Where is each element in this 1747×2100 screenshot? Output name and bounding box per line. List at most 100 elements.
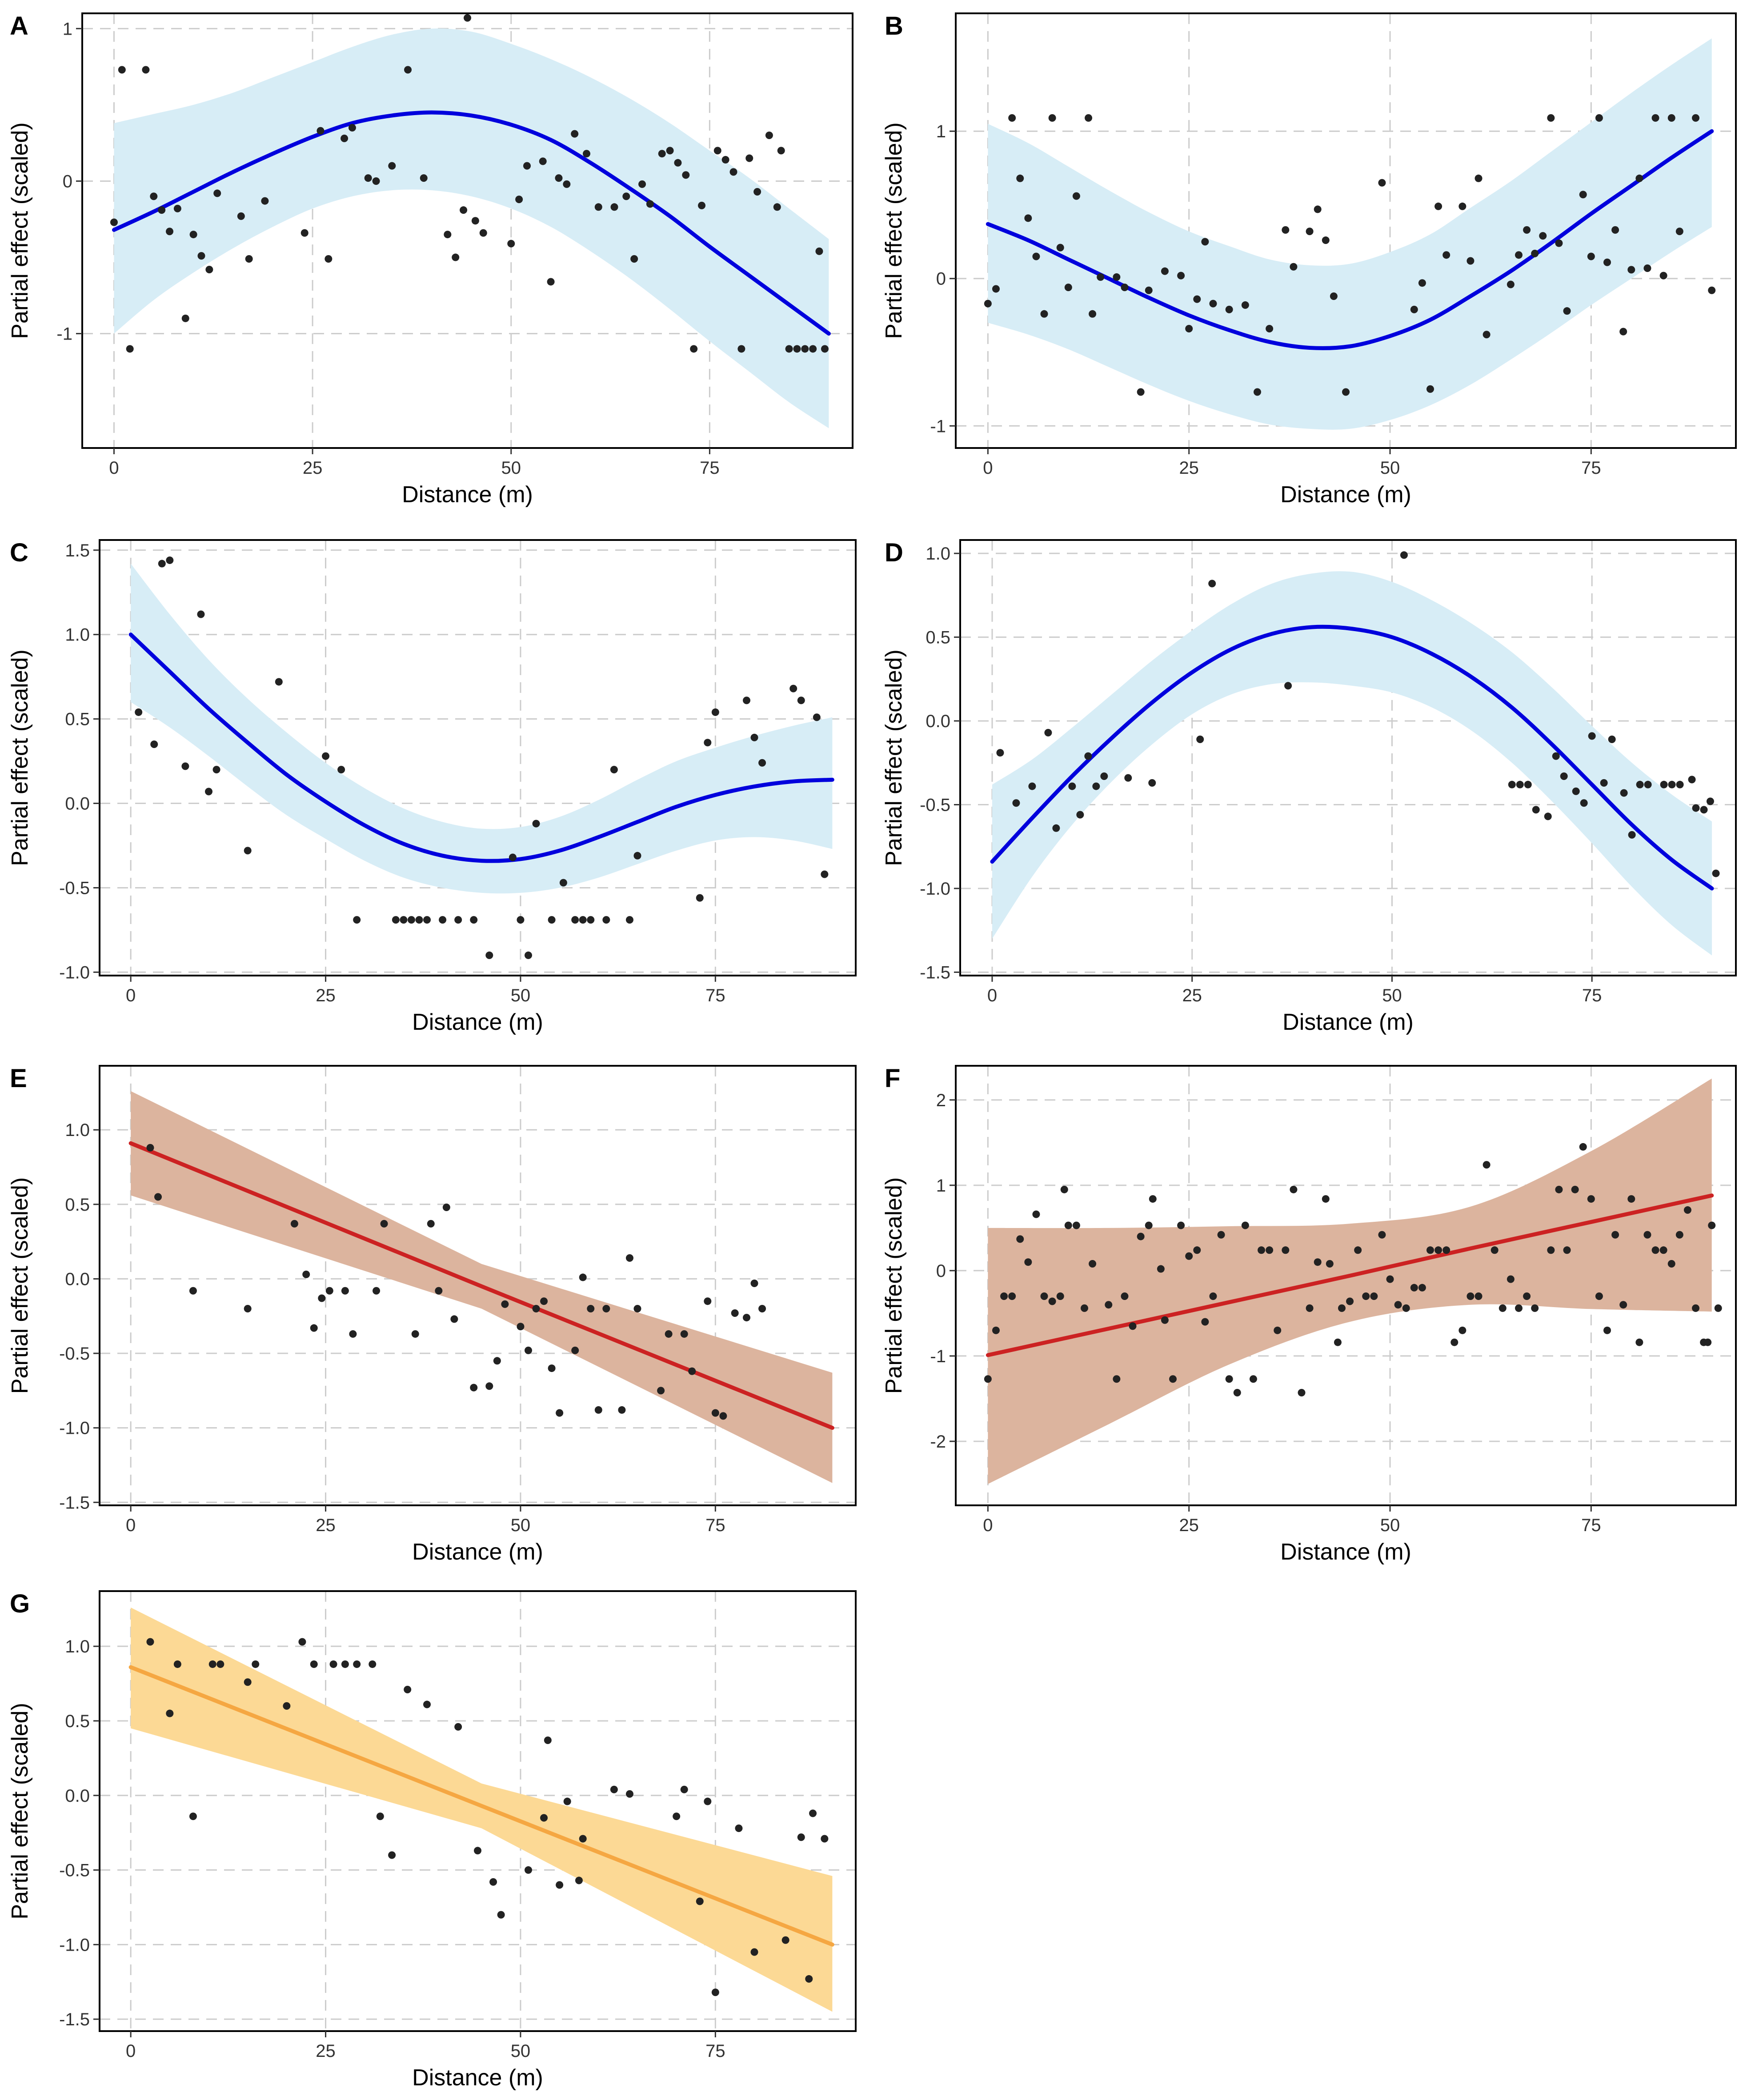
x-tick-label: 0 bbox=[987, 986, 997, 1005]
data-point bbox=[618, 1406, 626, 1414]
data-point bbox=[753, 188, 761, 196]
y-tick-label: 1 bbox=[936, 1176, 946, 1196]
data-point bbox=[1193, 295, 1201, 303]
y-axis-title: Partial effect (scaled) bbox=[7, 649, 33, 866]
data-point bbox=[1068, 782, 1076, 790]
data-point bbox=[1587, 1195, 1595, 1203]
data-point bbox=[1282, 226, 1290, 234]
fitted-line bbox=[986, 129, 1714, 350]
data-point bbox=[579, 1273, 587, 1281]
data-point bbox=[1201, 238, 1209, 246]
data-point bbox=[1342, 388, 1350, 396]
data-point bbox=[1667, 114, 1675, 122]
data-point bbox=[146, 1638, 154, 1646]
data-point bbox=[1651, 114, 1659, 122]
data-point bbox=[1209, 300, 1217, 308]
data-point bbox=[208, 1660, 216, 1668]
data-point bbox=[777, 147, 785, 155]
data-point bbox=[680, 1330, 688, 1338]
data-point bbox=[150, 192, 158, 200]
data-point bbox=[625, 916, 633, 924]
data-point bbox=[556, 1881, 564, 1889]
data-point bbox=[110, 218, 118, 226]
data-point bbox=[801, 345, 809, 353]
confidence-band bbox=[992, 571, 1712, 956]
data-point bbox=[173, 1660, 181, 1668]
data-point bbox=[992, 1326, 1000, 1334]
data-point bbox=[400, 916, 408, 924]
data-point bbox=[638, 180, 646, 188]
data-point bbox=[1249, 1375, 1257, 1383]
y-tick-label: -2 bbox=[930, 1432, 946, 1452]
data-point bbox=[1483, 1161, 1491, 1169]
data-point bbox=[1092, 782, 1100, 790]
data-point bbox=[1386, 1275, 1394, 1283]
data-point bbox=[1084, 752, 1092, 760]
data-point bbox=[1643, 1231, 1651, 1239]
data-point bbox=[1089, 1260, 1097, 1268]
x-tick-label: 75 bbox=[705, 2041, 725, 2061]
data-point bbox=[364, 174, 372, 182]
data-point bbox=[1274, 1326, 1282, 1334]
data-point bbox=[1704, 1338, 1712, 1346]
confidence-band bbox=[988, 1078, 1712, 1484]
panel-label: A bbox=[10, 12, 28, 40]
data-point bbox=[711, 1409, 719, 1417]
panel-label: G bbox=[10, 1589, 30, 1618]
confidence-band bbox=[131, 1607, 833, 2012]
data-point bbox=[1450, 1338, 1459, 1346]
data-point bbox=[237, 212, 245, 220]
data-point bbox=[750, 733, 758, 741]
data-point bbox=[1608, 736, 1616, 744]
data-point bbox=[1555, 1185, 1563, 1193]
data-point bbox=[388, 162, 396, 170]
data-point bbox=[821, 1835, 829, 1843]
data-point bbox=[1064, 1221, 1072, 1229]
data-point bbox=[984, 300, 992, 308]
data-point bbox=[731, 1309, 739, 1317]
data-point bbox=[1177, 1221, 1185, 1229]
x-tick-label: 75 bbox=[1581, 1516, 1601, 1535]
data-point bbox=[216, 1660, 224, 1668]
y-tick-label: 1 bbox=[63, 19, 72, 39]
data-point bbox=[690, 345, 698, 353]
confidence-band bbox=[114, 28, 829, 428]
data-point bbox=[1635, 1338, 1643, 1346]
data-point bbox=[1580, 799, 1588, 807]
data-point bbox=[298, 1638, 306, 1646]
data-point bbox=[1241, 1221, 1249, 1229]
data-point bbox=[1241, 301, 1249, 309]
data-point bbox=[325, 255, 333, 263]
data-point bbox=[1028, 782, 1036, 790]
y-tick-label: -0.5 bbox=[59, 1861, 90, 1880]
data-point bbox=[373, 1287, 381, 1295]
y-tick-label: 0.5 bbox=[926, 628, 950, 648]
data-point bbox=[524, 1866, 532, 1874]
data-point bbox=[349, 1330, 357, 1338]
data-point bbox=[166, 1709, 174, 1717]
data-point bbox=[479, 229, 487, 237]
data-point bbox=[411, 1330, 419, 1338]
data-point bbox=[322, 752, 330, 760]
y-tick-label: 0 bbox=[63, 172, 72, 191]
data-point bbox=[1016, 174, 1024, 182]
data-point bbox=[696, 1897, 704, 1905]
x-tick-label: 75 bbox=[700, 458, 720, 478]
data-point bbox=[474, 1847, 481, 1855]
data-point bbox=[674, 159, 682, 167]
data-point bbox=[1418, 279, 1426, 287]
panel-e: 0 25 50 75 -1.5 -1.0 -0.5 0.0 0.5 1.0 Distance (m)… bbox=[7, 1064, 857, 1565]
plot-frame bbox=[959, 539, 1737, 976]
data-point bbox=[524, 1346, 532, 1354]
data-point bbox=[698, 201, 706, 209]
data-point bbox=[337, 766, 345, 774]
data-point bbox=[625, 1254, 633, 1262]
data-point bbox=[1161, 1316, 1169, 1324]
data-point bbox=[587, 1304, 595, 1312]
data-point bbox=[454, 916, 462, 924]
data-point bbox=[135, 708, 143, 716]
data-point bbox=[1145, 1221, 1153, 1229]
data-point bbox=[579, 916, 587, 924]
data-point bbox=[450, 1315, 458, 1323]
data-point bbox=[497, 1911, 505, 1919]
